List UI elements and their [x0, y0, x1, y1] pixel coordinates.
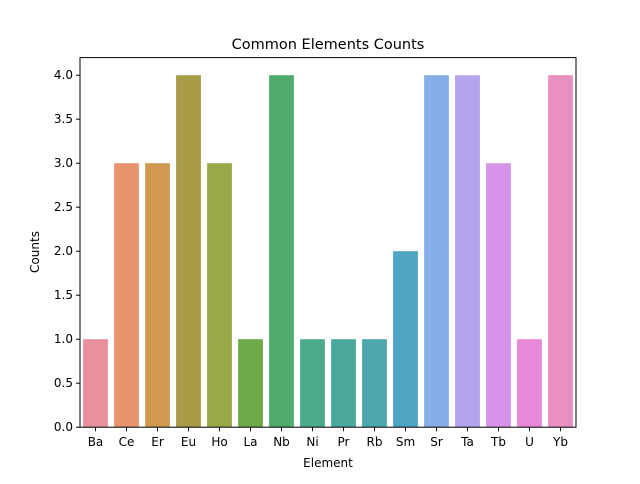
plot-frame — [79, 57, 577, 428]
bar-Ta — [455, 75, 480, 428]
bar-Rb — [362, 339, 387, 428]
x-tick-label: Nb — [273, 435, 290, 449]
y-axis-label: Counts — [28, 231, 42, 273]
y-tick-label: 2.5 — [54, 200, 73, 214]
bars-layer — [83, 75, 573, 428]
y-tick-label: 0.0 — [54, 420, 73, 434]
x-tick-label: Ba — [88, 435, 104, 449]
bar-Er — [145, 163, 170, 428]
x-tick-label: Ni — [306, 435, 318, 449]
y-axis: 0.0 0.5 1.0 1.5 2.0 2.5 3.0 3.5 4.0 — [54, 68, 80, 434]
x-tick-label: Rb — [367, 435, 383, 449]
y-tick-label: 3.0 — [54, 156, 73, 170]
x-tick-label: Er — [151, 435, 164, 449]
x-tick-label: Ce — [119, 435, 135, 449]
y-tick-label: 2.0 — [54, 244, 73, 258]
bar-Yb — [548, 75, 573, 428]
y-tick-label: 1.0 — [54, 332, 73, 346]
x-tick-label: Eu — [181, 435, 196, 449]
x-tick-label: U — [525, 435, 534, 449]
x-tick-label: Tb — [490, 435, 506, 449]
y-tick-label: 1.5 — [54, 288, 73, 302]
bar-Ni — [300, 339, 325, 428]
x-tick-label: La — [243, 435, 257, 449]
bar-Tb — [486, 163, 511, 428]
bar-La — [238, 339, 263, 428]
x-tick-label: Ho — [211, 435, 227, 449]
x-tick-label: Ta — [460, 435, 474, 449]
bar-Ba — [83, 339, 108, 428]
x-tick-label: Yb — [552, 435, 568, 449]
y-tick-label: 0.5 — [54, 376, 73, 390]
y-tick-label: 3.5 — [54, 112, 73, 126]
x-tick-label: Sm — [396, 435, 415, 449]
bar-Sr — [424, 75, 449, 428]
x-axis: Ba Ce Er Eu Ho La Nb Ni Pr Rb Sm Sr Ta Tb U Yb — [88, 427, 568, 449]
bar-Nb — [269, 75, 294, 428]
y-tick-label: 4.0 — [54, 68, 73, 82]
chart-title: Common Elements Counts — [232, 37, 425, 53]
bar-U — [517, 339, 542, 428]
bar-Eu — [176, 75, 201, 428]
x-axis-label: Element — [303, 456, 353, 470]
bar-Sm — [393, 251, 418, 428]
x-tick-label: Sr — [430, 435, 443, 449]
bar-Pr — [331, 339, 356, 428]
bar-Ce — [114, 163, 139, 428]
bar-Ho — [207, 163, 232, 428]
x-tick-label: Pr — [338, 435, 350, 449]
